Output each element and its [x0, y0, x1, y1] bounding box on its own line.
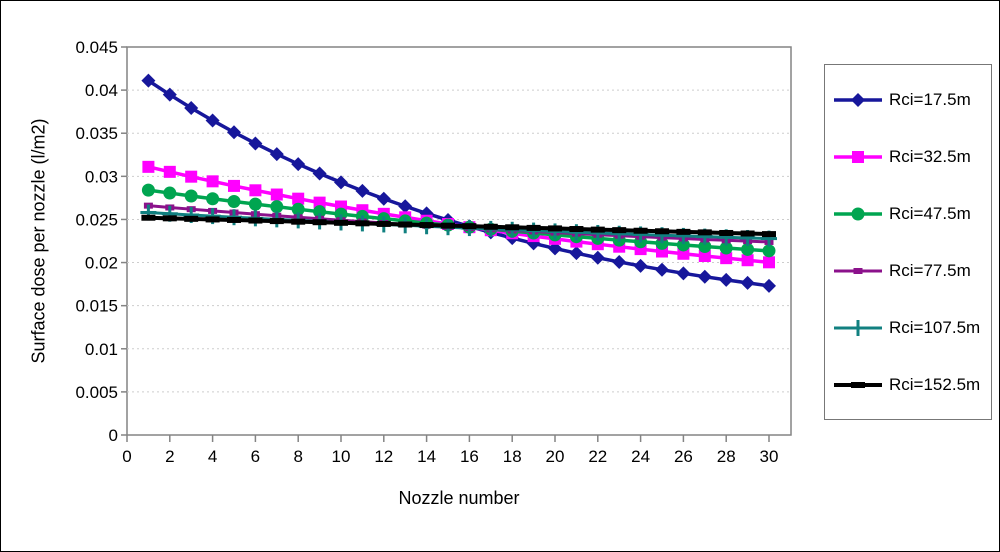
legend-item-rci-47-5m: Rci=47.5m: [825, 204, 991, 224]
y-tick-label: 0.025: [75, 210, 118, 229]
x-tick-label: 20: [546, 447, 565, 466]
y-tick-label: 0.015: [75, 297, 118, 316]
circle-marker-icon: [834, 207, 882, 220]
plus-marker-icon: [834, 319, 882, 336]
y-axis-title: Surface dose per nozzle (l/m2): [28, 118, 49, 364]
x-tick-label: 2: [165, 447, 174, 466]
series-rci-152-5m: [141, 214, 776, 238]
x-tick-label: 22: [588, 447, 607, 466]
legend-item-rci-152-5m: Rci=152.5m: [825, 375, 991, 395]
x-tick-label: 12: [374, 447, 393, 466]
y-tick-label: 0.005: [75, 383, 118, 402]
x-tick-label: 16: [460, 447, 479, 466]
y-tick-label: 0.01: [85, 340, 118, 359]
x-tick-label: 28: [717, 447, 736, 466]
legend-item-rci-32-5m: Rci=32.5m: [825, 147, 991, 167]
legend-label: Rci=17.5m: [889, 89, 971, 109]
x-tick-label: 6: [251, 447, 260, 466]
legend-label: Rci=47.5m: [889, 203, 971, 223]
y-tick-label: 0.045: [75, 38, 118, 57]
legend-label: Rci=77.5m: [889, 260, 971, 280]
y-tick-label: 0.035: [75, 124, 118, 143]
x-tick-label: 30: [760, 447, 779, 466]
x-tick-label: 24: [631, 447, 650, 466]
diamond-marker-icon: [834, 92, 882, 107]
square-marker-icon: [834, 150, 882, 163]
dash-small-marker-icon: [834, 267, 882, 274]
x-tick-label: 26: [674, 447, 693, 466]
x-tick-label: 8: [293, 447, 302, 466]
y-tick-label: 0: [109, 426, 118, 445]
y-tick-label: 0.02: [85, 254, 118, 273]
legend-item-rci-77-5m: Rci=77.5m: [825, 261, 991, 281]
x-tick-label: 0: [122, 447, 131, 466]
legend-item-rci-17-5m: Rci=17.5m: [825, 90, 991, 110]
dash-long-marker-icon: [834, 381, 882, 388]
legend-label: Rci=107.5m: [889, 317, 981, 337]
legend-label: Rci=152.5m: [889, 374, 981, 394]
x-tick-label: 4: [208, 447, 217, 466]
x-tick-label: 14: [417, 447, 436, 466]
plot-border: [126, 46, 792, 436]
legend-label: Rci=32.5m: [889, 146, 971, 166]
x-axis-title: Nozzle number: [398, 488, 520, 508]
legend-item-rci-107-5m: Rci=107.5m: [825, 318, 991, 338]
y-tick-label: 0.03: [85, 167, 118, 186]
y-tick-label: 0.04: [85, 81, 118, 100]
x-tick-label: 18: [503, 447, 522, 466]
legend: Rci=17.5m Rci=32.5m Rci=47.5m Rci=77.5m Rci=…: [824, 64, 992, 420]
x-tick-label: 10: [332, 447, 351, 466]
